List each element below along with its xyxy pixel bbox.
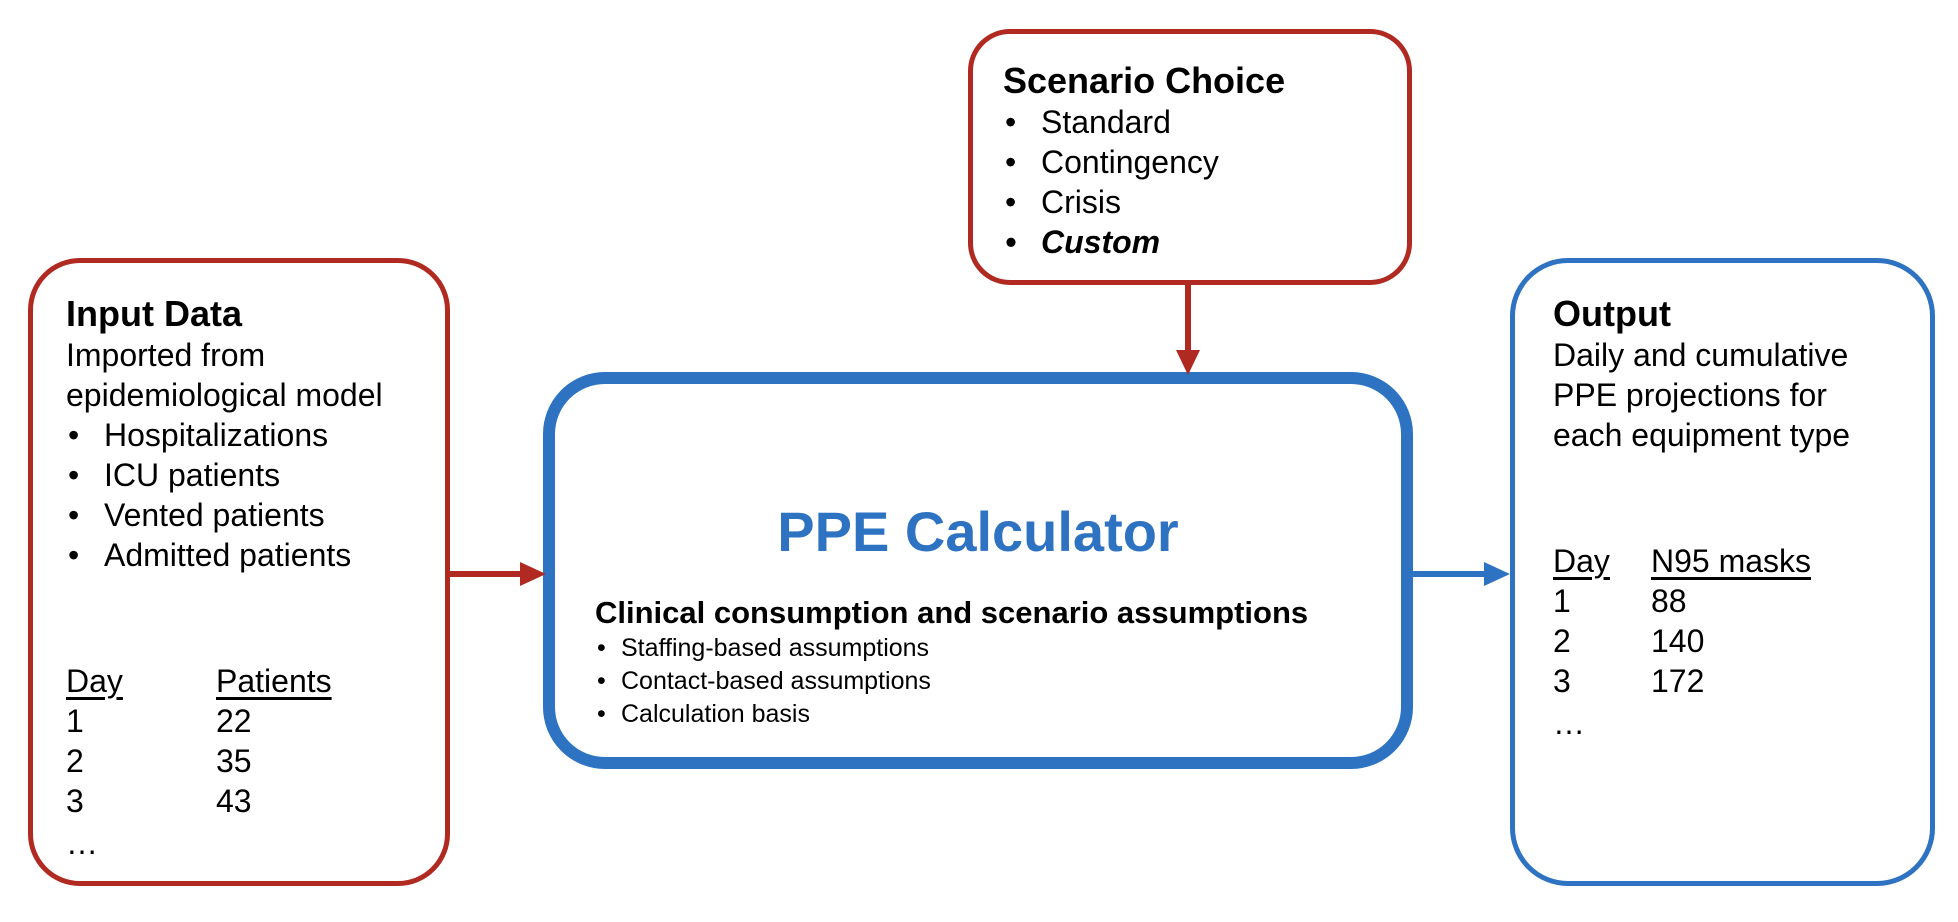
ppe-calculator-box: PPE Calculator Clinical consumption and … bbox=[543, 372, 1413, 769]
table-row: 3 172 bbox=[1553, 661, 1855, 701]
assumptions-list: Staffing-based assumptions Contact-based… bbox=[595, 632, 1308, 731]
patients-table: Day Patients 1 22 2 35 3 43 bbox=[66, 661, 374, 821]
input-to-calculator-arrowhead bbox=[520, 562, 546, 586]
table-cell: 140 bbox=[1651, 623, 1705, 659]
list-item-custom: Custom bbox=[1003, 222, 1407, 262]
table-cell: 22 bbox=[216, 703, 252, 739]
table-row: 3 43 bbox=[66, 781, 374, 821]
list-item: Contingency bbox=[1003, 142, 1407, 182]
table-cell: 43 bbox=[216, 783, 252, 819]
output-box: Output Daily and cumulative PPE projecti… bbox=[1510, 258, 1935, 886]
table-row: 1 22 bbox=[66, 701, 374, 741]
list-item: Calculation basis bbox=[595, 698, 1308, 731]
assumptions-section: Clinical consumption and scenario assump… bbox=[595, 594, 1308, 731]
table-cell: 3 bbox=[66, 783, 84, 819]
output-description: Daily and cumulative PPE projections for… bbox=[1553, 337, 1851, 453]
table-row: 2 35 bbox=[66, 741, 374, 781]
scenario-choice-box: Scenario Choice Standard Contingency Cri… bbox=[968, 29, 1412, 285]
table-cell: 1 bbox=[66, 703, 84, 739]
input-data-list: Hospitalizations ICU patients Vented pat… bbox=[66, 415, 445, 575]
table-row: 1 88 bbox=[1553, 581, 1855, 621]
table-cell: 35 bbox=[216, 743, 252, 779]
input-data-box: Input Data Imported from epidemiological… bbox=[28, 258, 450, 886]
list-item: Crisis bbox=[1003, 182, 1407, 222]
table-cell: 3 bbox=[1553, 663, 1571, 699]
assumptions-title: Clinical consumption and scenario assump… bbox=[595, 595, 1309, 630]
list-item: Standard bbox=[1003, 102, 1407, 142]
input-data-title: Input Data bbox=[66, 293, 242, 334]
table-header-day: Day bbox=[1553, 543, 1610, 579]
list-item: Contact-based assumptions bbox=[595, 665, 1308, 698]
table-header-row: Day N95 masks bbox=[1553, 541, 1855, 581]
table-row: 2 140 bbox=[1553, 621, 1855, 661]
list-item: ICU patients bbox=[66, 455, 445, 495]
calculator-to-output-arrowhead bbox=[1484, 562, 1510, 586]
table-header-row: Day Patients bbox=[66, 661, 374, 701]
list-item: Hospitalizations bbox=[66, 415, 445, 455]
table-header-patients: Patients bbox=[216, 663, 332, 699]
table-cell: 88 bbox=[1651, 583, 1687, 619]
n95-table: Day N95 masks 1 88 2 140 3 172 bbox=[1553, 541, 1855, 701]
table-cell: 2 bbox=[1553, 623, 1571, 659]
output-title: Output bbox=[1553, 293, 1671, 334]
list-item: Admitted patients bbox=[66, 535, 445, 575]
table-header-day: Day bbox=[66, 663, 123, 699]
scenario-list: Standard Contingency Crisis Custom bbox=[1003, 102, 1407, 262]
table-cell: 2 bbox=[66, 743, 84, 779]
table-ellipsis: … bbox=[66, 825, 98, 861]
table-cell: 172 bbox=[1651, 663, 1705, 699]
scenario-choice-title: Scenario Choice bbox=[1003, 60, 1286, 101]
ppe-calculator-title: PPE Calculator bbox=[777, 500, 1179, 563]
list-item: Vented patients bbox=[66, 495, 445, 535]
table-header-n95: N95 masks bbox=[1651, 543, 1812, 579]
table-cell: 1 bbox=[1553, 583, 1571, 619]
scenario-to-calculator-arrowhead bbox=[1176, 350, 1200, 375]
table-ellipsis: … bbox=[1553, 705, 1585, 741]
input-data-description: Imported from epidemiological model bbox=[66, 337, 383, 413]
list-item: Staffing-based assumptions bbox=[595, 632, 1308, 665]
